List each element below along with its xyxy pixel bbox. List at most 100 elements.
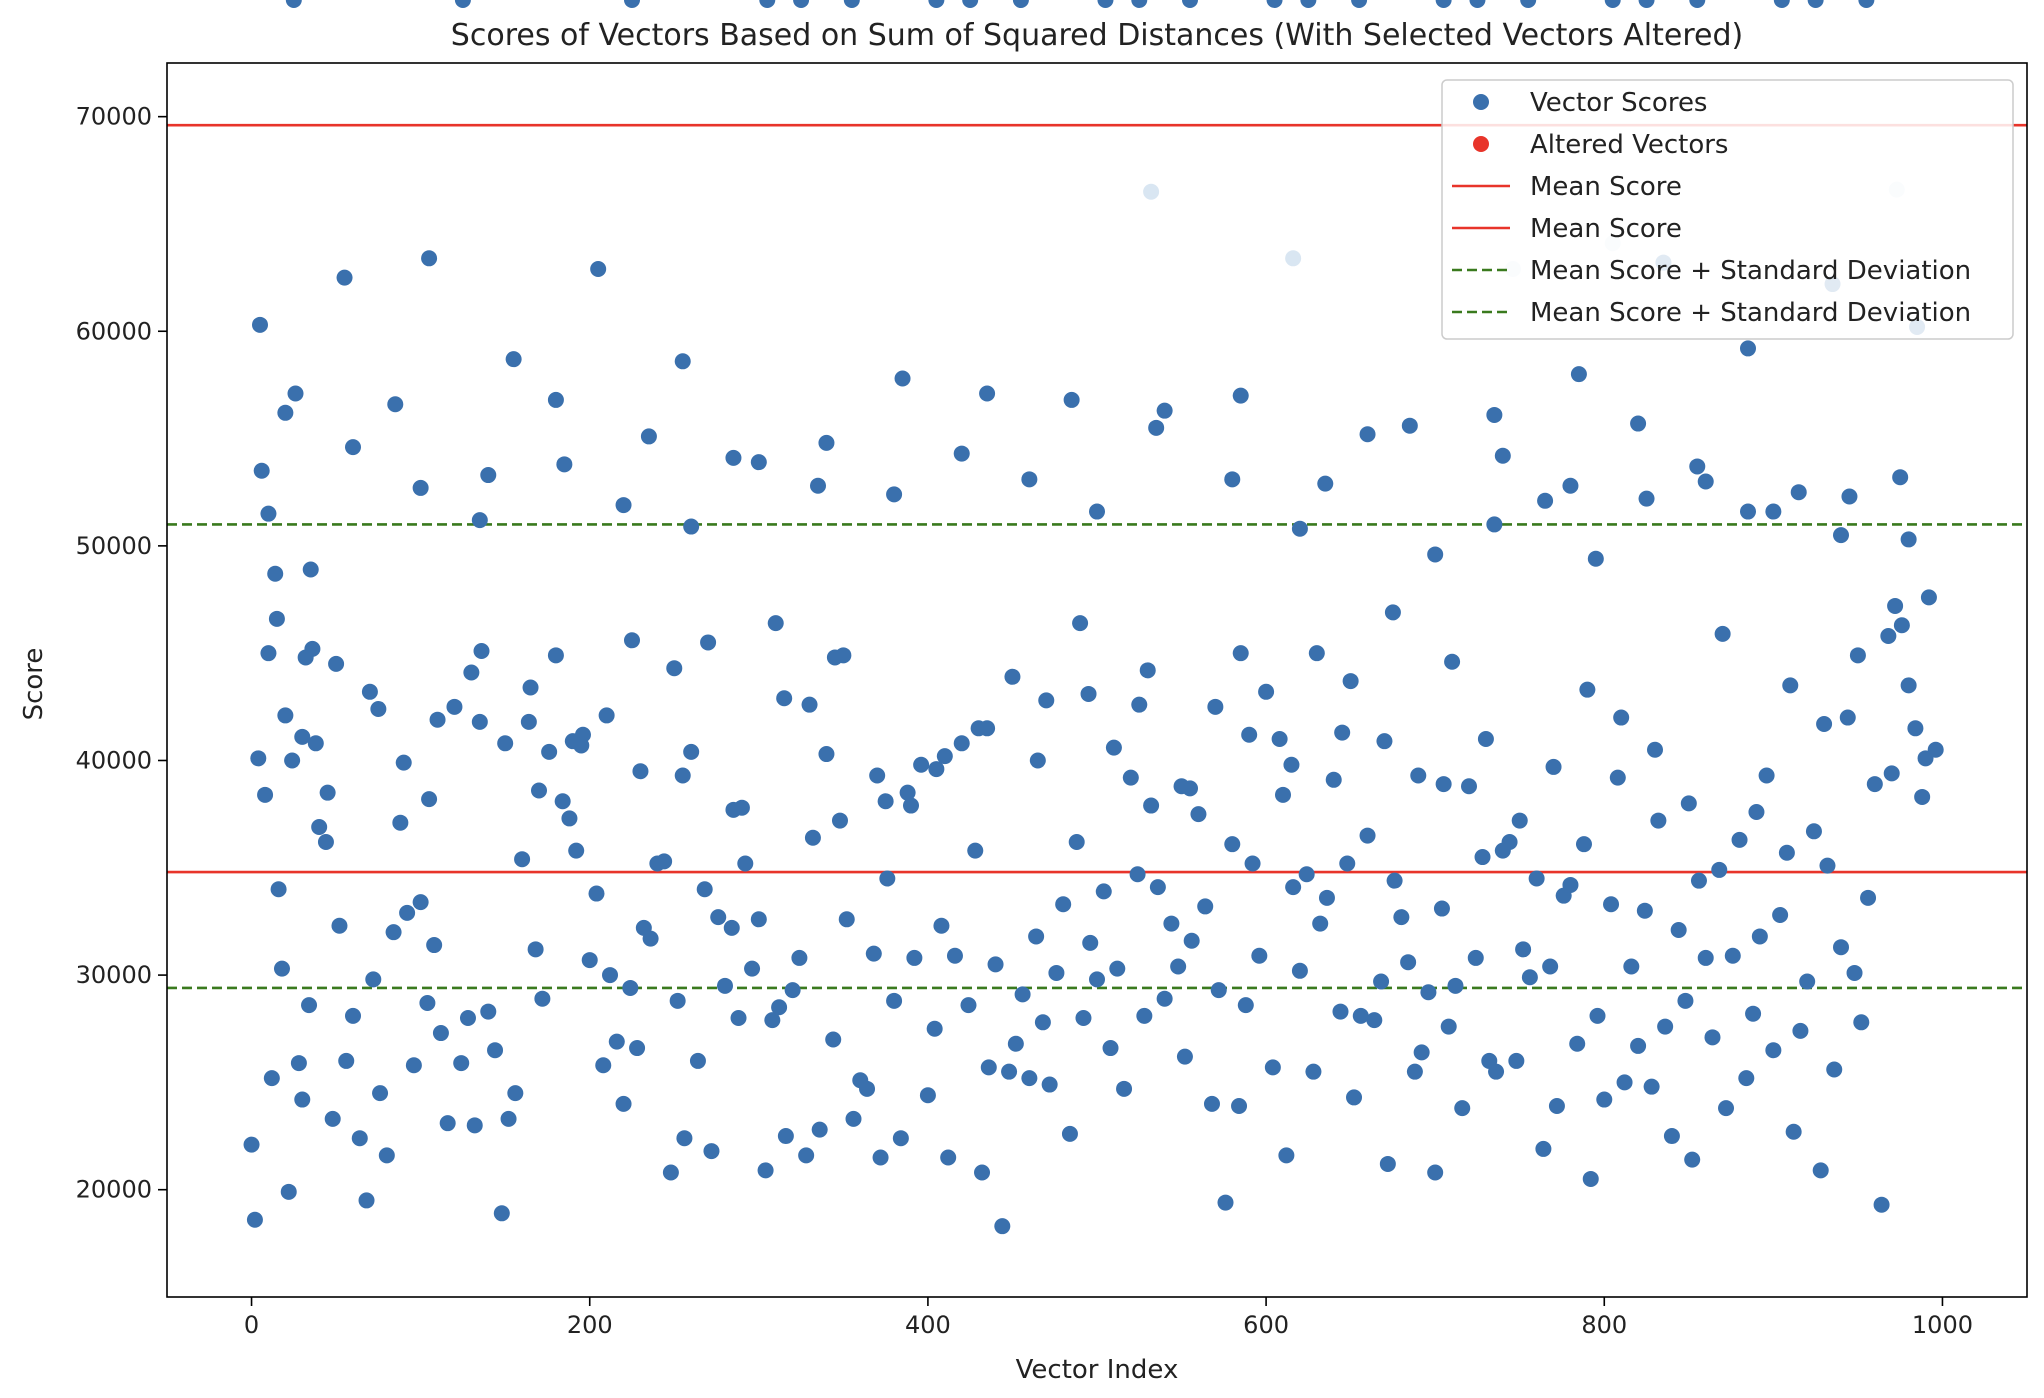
data-point [392, 814, 409, 831]
data-point [674, 767, 691, 784]
data-point [776, 690, 793, 707]
data-point [818, 746, 835, 763]
data-point [1643, 1078, 1660, 1095]
altered-point [1143, 183, 1160, 200]
data-point [967, 842, 984, 859]
data-point [1616, 1074, 1633, 1091]
data-point [1689, 458, 1706, 475]
data-point [507, 1085, 524, 1102]
data-point [1224, 471, 1241, 488]
data-point [1038, 692, 1055, 709]
data-point [1782, 677, 1799, 694]
data-point [1041, 1076, 1058, 1093]
data-point [1237, 997, 1254, 1014]
data-point [446, 698, 463, 715]
data-point [1833, 939, 1849, 956]
data-point [1778, 844, 1795, 861]
data-point [1406, 1063, 1423, 1080]
data-point [1334, 724, 1351, 741]
data-point [1819, 857, 1836, 874]
data-point [1589, 1007, 1606, 1024]
data-point [1718, 1100, 1735, 1117]
data-point [725, 801, 742, 818]
data-point [1271, 731, 1288, 748]
data-point [361, 683, 378, 700]
data-point [683, 518, 700, 535]
data-point [1241, 726, 1258, 743]
legend-items: Vector Scores Altered Vectors Mean Score Me… [1452, 88, 1971, 328]
data-point [750, 454, 767, 471]
data-point [1494, 447, 1511, 464]
data-point [1799, 973, 1816, 990]
data-point [784, 982, 801, 999]
y-axis-ticks: 20000 30000 40000 50000 60000 70000 [76, 103, 167, 1204]
data-point [1663, 1128, 1680, 1145]
data-point [1129, 866, 1146, 883]
data-point [928, 0, 945, 8]
data-point [801, 696, 818, 713]
x-axis-ticks: 0 200 400 600 800 1000 [244, 1297, 1973, 1339]
data-point [399, 904, 416, 921]
data-point [260, 505, 277, 522]
data-point [1812, 1162, 1829, 1179]
data-point [793, 0, 810, 8]
data-point [838, 911, 855, 928]
data-point [1677, 992, 1694, 1009]
data-point [573, 737, 590, 754]
data-point [311, 819, 328, 836]
data-point [979, 720, 996, 737]
data-point [405, 1057, 422, 1074]
data-point [1034, 1014, 1051, 1031]
data-point [290, 1055, 307, 1072]
legend-label: Mean Score + Standard Deviation [1530, 298, 1971, 328]
data-point [1089, 503, 1105, 520]
data-point [1604, 0, 1621, 8]
data-point [1312, 915, 1329, 932]
data-point [1232, 387, 1249, 404]
data-point [385, 924, 402, 941]
data-point [336, 269, 353, 286]
data-point [624, 0, 640, 8]
data-point [940, 1149, 957, 1166]
data-point [1630, 1037, 1647, 1054]
data-point [1520, 0, 1537, 8]
data-point [913, 756, 930, 773]
data-point [1826, 1061, 1843, 1078]
data-point [1545, 758, 1562, 775]
data-point [1636, 902, 1653, 919]
data-point [1089, 971, 1105, 988]
x-tick-label: 0 [244, 1311, 259, 1339]
data-point [1359, 426, 1376, 443]
data-point [453, 1055, 470, 1072]
data-point [1469, 0, 1486, 8]
data-point [505, 351, 522, 368]
data-point [865, 945, 882, 962]
data-point [463, 664, 480, 681]
data-point [1773, 0, 1790, 8]
data-point [1569, 1035, 1586, 1052]
data-point [960, 997, 977, 1014]
data-point [1792, 1022, 1809, 1039]
data-point [1650, 812, 1667, 829]
data-point [1714, 625, 1731, 642]
plot-area-frame [166, 62, 2028, 1298]
data-point [1880, 628, 1897, 645]
data-point [1156, 990, 1173, 1007]
data-point [953, 735, 970, 752]
data-point [1258, 683, 1275, 700]
data-point [1291, 962, 1308, 979]
data-point [1711, 861, 1728, 878]
data-point [1638, 490, 1655, 507]
data-point [723, 919, 740, 936]
data-point [1697, 949, 1714, 966]
data-point [480, 1003, 497, 1020]
data-point [843, 0, 860, 8]
legend-marker [1473, 136, 1489, 152]
data-point [1317, 475, 1334, 492]
data-point [1684, 1151, 1701, 1168]
data-point [1224, 836, 1241, 853]
data-point [892, 1130, 909, 1147]
data-point [1095, 883, 1112, 900]
data-point [459, 1010, 476, 1027]
data-point [933, 917, 950, 934]
